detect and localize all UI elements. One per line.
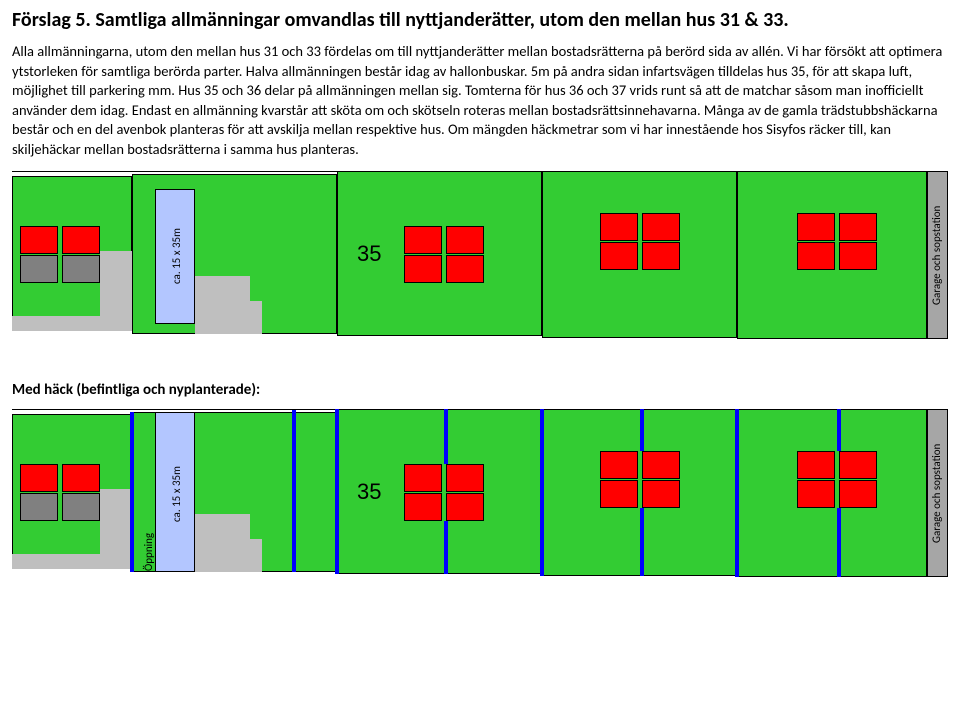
road-area	[100, 251, 132, 331]
garage-label: Garage och sopstation	[930, 186, 943, 324]
house-block	[62, 226, 100, 254]
house-block	[404, 464, 442, 492]
house-block	[404, 493, 442, 521]
subheading: Med häck (befintliga och nyplanterade):	[12, 381, 948, 399]
house-block	[839, 213, 877, 241]
house-block	[839, 451, 877, 479]
house-35-label: 35	[357, 479, 381, 505]
opening-label: Öppning	[142, 524, 155, 579]
house-block	[797, 480, 835, 508]
plot	[542, 171, 737, 338]
outbuilding	[62, 493, 100, 521]
house-block	[446, 493, 484, 521]
garage-label: Garage och sopstation	[930, 424, 943, 562]
house-block	[404, 226, 442, 254]
outbuilding	[62, 255, 100, 283]
house-block	[642, 451, 680, 479]
diagram-1-wrap: Garage och sopstation 35 ca. 15 x 35m	[12, 171, 948, 341]
house-block	[797, 213, 835, 241]
hedge-divider	[640, 508, 644, 576]
house-block	[20, 226, 58, 254]
hedge-divider	[292, 410, 296, 572]
diagram-2-wrap: Garage och sopstation 35 ca. 15 x 35m Öppni…	[12, 409, 948, 579]
outbuilding	[20, 493, 58, 521]
top-edge	[12, 171, 948, 172]
house-block	[62, 464, 100, 492]
house-block	[446, 226, 484, 254]
hedge-divider	[837, 508, 841, 577]
house-block	[600, 480, 638, 508]
house-block	[642, 213, 680, 241]
road-area	[232, 539, 262, 572]
road-area	[232, 301, 262, 334]
hedge-divider	[540, 409, 544, 576]
house-35-label: 35	[357, 241, 381, 267]
top-edge	[12, 409, 948, 410]
page-title: Förslag 5. Samtliga allmänningar omvandl…	[12, 8, 948, 32]
house-block	[642, 480, 680, 508]
house-block	[839, 480, 877, 508]
house-block	[797, 242, 835, 270]
house-block	[404, 255, 442, 283]
allotment-size-label: ca. 15 x 35m	[170, 216, 183, 296]
hedge-divider	[335, 409, 339, 574]
hedge-divider	[640, 409, 644, 451]
house-block	[446, 255, 484, 283]
diagram-2: Garage och sopstation 35 ca. 15 x 35m Öppni…	[12, 409, 948, 579]
hedge-divider	[735, 409, 739, 577]
diagram-1: Garage och sopstation 35 ca. 15 x 35m	[12, 171, 948, 341]
house-block	[642, 242, 680, 270]
house-block	[839, 242, 877, 270]
hedge-divider	[130, 412, 134, 572]
house-block	[20, 464, 58, 492]
body-paragraph: Alla allmänningarna, utom den mellan hus…	[12, 42, 948, 159]
road-area	[100, 489, 132, 569]
allotment-size-label: ca. 15 x 35m	[170, 454, 183, 534]
house-block	[797, 451, 835, 479]
house-block	[446, 464, 484, 492]
hedge-divider	[444, 409, 448, 464]
outbuilding	[20, 255, 58, 283]
house-block	[600, 451, 638, 479]
hedge-divider	[444, 521, 448, 574]
house-block	[600, 213, 638, 241]
hedge-divider	[837, 409, 841, 451]
house-block	[600, 242, 638, 270]
